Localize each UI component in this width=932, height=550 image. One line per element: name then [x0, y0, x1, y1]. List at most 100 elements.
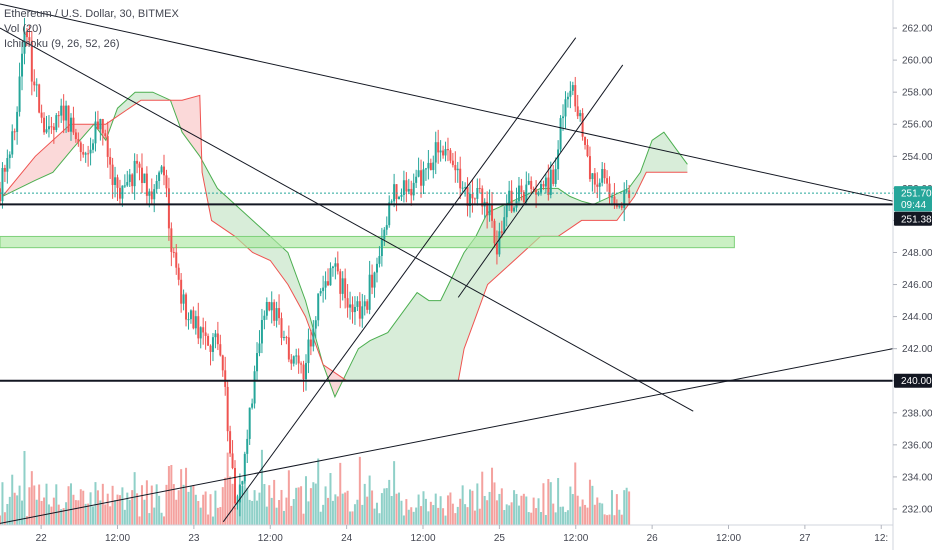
candle-body[interactable] — [128, 174, 131, 183]
candle-body[interactable] — [505, 204, 508, 218]
candle-body[interactable] — [383, 229, 386, 240]
candle-body[interactable] — [329, 268, 332, 286]
legend-ichimoku[interactable]: Ichimoku (9, 26, 52, 26) — [4, 38, 120, 50]
candle-body[interactable] — [295, 355, 298, 357]
candle-body[interactable] — [209, 345, 212, 352]
candle-body[interactable] — [52, 126, 55, 130]
candle-body[interactable] — [13, 131, 16, 133]
candle-body[interactable] — [361, 306, 364, 319]
candle-body[interactable] — [461, 187, 464, 189]
candle-body[interactable] — [356, 301, 359, 307]
candle-body[interactable] — [444, 149, 447, 156]
candle-body[interactable] — [385, 225, 388, 230]
candle-body[interactable] — [412, 182, 415, 196]
candle-body[interactable] — [442, 150, 445, 156]
candle-body[interactable] — [114, 177, 117, 185]
candle-body[interactable] — [216, 333, 219, 345]
candle-body[interactable] — [123, 185, 126, 187]
candle-body[interactable] — [158, 172, 161, 182]
candle-body[interactable] — [268, 302, 271, 311]
candle-body[interactable] — [0, 188, 1, 202]
candle-body[interactable] — [402, 180, 405, 195]
candle-body[interactable] — [280, 318, 283, 338]
candle-body[interactable] — [481, 188, 484, 207]
candle-body[interactable] — [194, 316, 197, 329]
candle-body[interactable] — [94, 121, 97, 144]
candle-body[interactable] — [574, 85, 577, 107]
candle-body[interactable] — [246, 438, 249, 454]
candle-body[interactable] — [522, 192, 525, 202]
candle-body[interactable] — [547, 177, 550, 195]
candle-body[interactable] — [273, 302, 276, 321]
candle-body[interactable] — [167, 188, 170, 229]
candle-body[interactable] — [549, 169, 552, 195]
candle-body[interactable] — [282, 337, 285, 339]
candle-body[interactable] — [185, 294, 188, 320]
candle-body[interactable] — [84, 153, 87, 155]
candle-body[interactable] — [116, 177, 119, 188]
candle-body[interactable] — [199, 327, 202, 339]
candle-body[interactable] — [339, 271, 342, 294]
candle-body[interactable] — [182, 294, 185, 304]
candle-body[interactable] — [275, 308, 278, 321]
candle-body[interactable] — [517, 185, 520, 202]
candle-body[interactable] — [290, 359, 293, 364]
candle-body[interactable] — [74, 132, 77, 140]
candle-body[interactable] — [25, 31, 28, 38]
candle-body[interactable] — [469, 193, 471, 207]
trendline[interactable] — [0, 27, 694, 412]
trendline[interactable] — [0, 348, 894, 524]
candle-body[interactable] — [380, 239, 383, 257]
candle-body[interactable] — [569, 90, 572, 97]
candle-body[interactable] — [265, 302, 268, 316]
candle-body[interactable] — [18, 76, 21, 112]
candle-body[interactable] — [368, 274, 371, 310]
candle-body[interactable] — [422, 169, 425, 186]
candle-body[interactable] — [398, 196, 401, 200]
candle-body[interactable] — [163, 166, 166, 176]
candle-body[interactable] — [349, 304, 352, 308]
candle-body[interactable] — [586, 144, 589, 157]
candle-body[interactable] — [373, 272, 376, 288]
candle-body[interactable] — [72, 117, 75, 133]
candle-body[interactable] — [358, 301, 361, 319]
candle-body[interactable] — [60, 105, 63, 116]
candle-body[interactable] — [192, 310, 195, 329]
candle-body[interactable] — [160, 166, 163, 173]
candle-body[interactable] — [351, 304, 354, 313]
candle-body[interactable] — [140, 167, 143, 184]
candle-body[interactable] — [427, 162, 430, 169]
candle-body[interactable] — [371, 274, 374, 288]
candle-body[interactable] — [300, 363, 303, 365]
candle-body[interactable] — [495, 243, 498, 255]
candle-body[interactable] — [417, 170, 420, 177]
candle-body[interactable] — [1, 167, 4, 202]
candle-body[interactable] — [608, 183, 611, 198]
candle-body[interactable] — [363, 301, 366, 307]
candle-body[interactable] — [508, 190, 511, 205]
candle-body[interactable] — [588, 156, 591, 180]
candle-body[interactable] — [446, 149, 449, 151]
candle-body[interactable] — [23, 31, 26, 54]
candle-body[interactable] — [126, 182, 129, 186]
candle-body[interactable] — [136, 160, 139, 164]
candle-body[interactable] — [285, 337, 288, 339]
candle-body[interactable] — [40, 112, 43, 118]
candle-body[interactable] — [248, 407, 251, 439]
trendline[interactable] — [222, 37, 577, 523]
candle-body[interactable] — [530, 180, 533, 190]
candle-body[interactable] — [33, 81, 36, 86]
candle-body[interactable] — [532, 189, 535, 191]
support-zone-rect[interactable] — [0, 235, 735, 249]
candle-body[interactable] — [35, 84, 38, 86]
candle-body[interactable] — [292, 356, 295, 364]
candle-body[interactable] — [420, 170, 423, 186]
candle-body[interactable] — [43, 117, 46, 133]
candle-body[interactable] — [16, 111, 19, 132]
candle-body[interactable] — [564, 99, 567, 117]
candle-body[interactable] — [566, 96, 569, 100]
candle-body[interactable] — [601, 169, 604, 183]
candle-body[interactable] — [628, 190, 631, 198]
candle-body[interactable] — [395, 184, 398, 200]
